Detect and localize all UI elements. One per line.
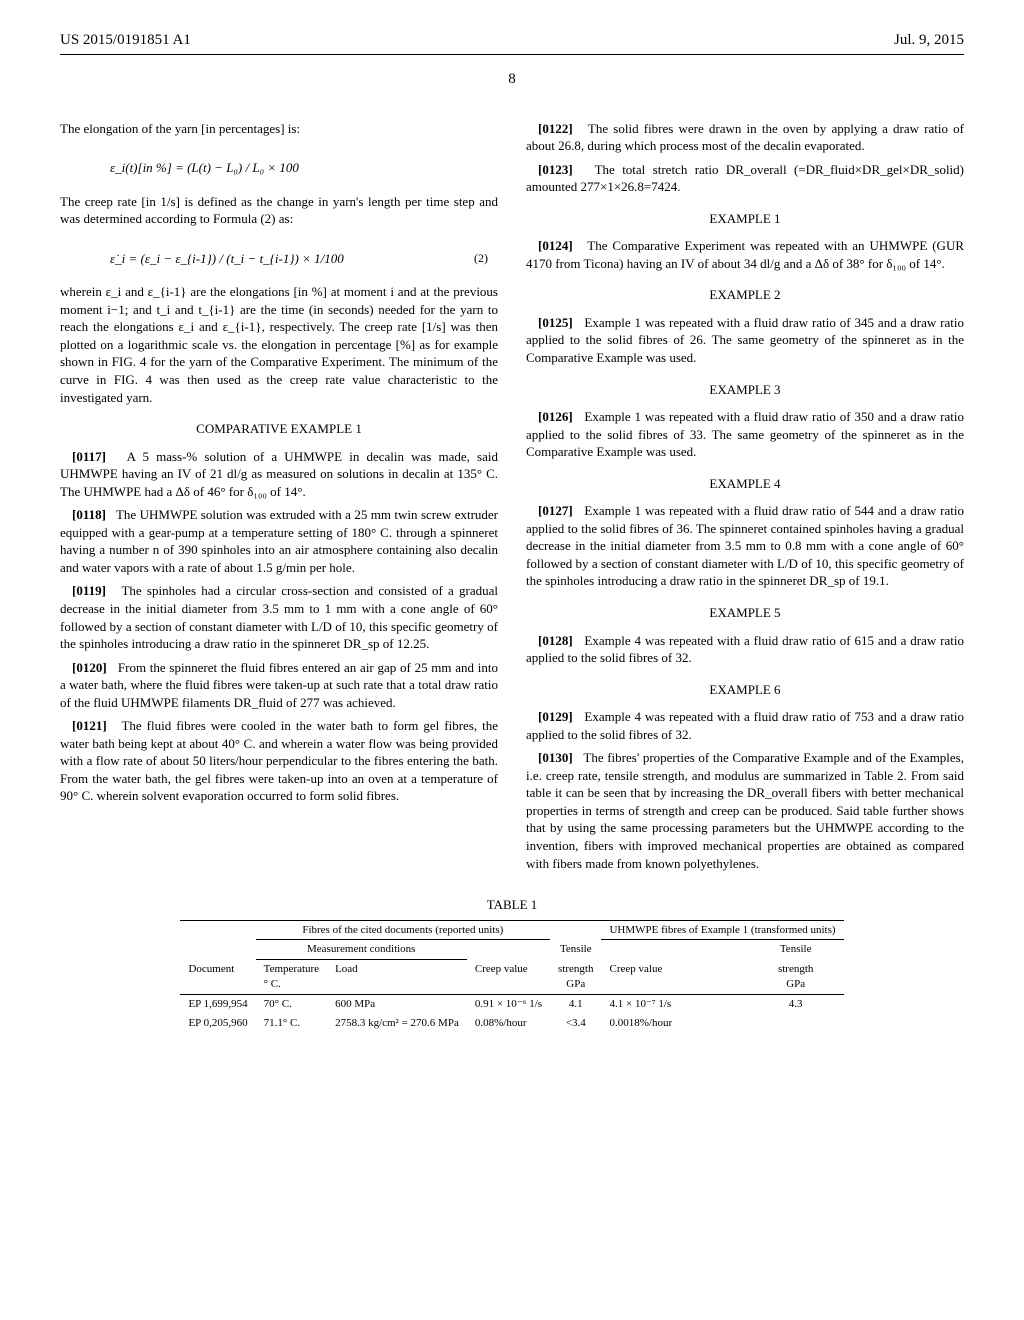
paragraph-0121: [0121] The fluid fibres were cooled in t… — [60, 717, 498, 805]
col-creep-value-2: Creep value — [601, 960, 747, 995]
two-column-layout: The elongation of the yarn [in percentag… — [60, 120, 964, 879]
para-num: [0122] — [538, 121, 573, 136]
group-uhmwpe: UHMWPE fibres of Example 1 (transformed … — [601, 920, 843, 940]
example-6-title: EXAMPLE 6 — [526, 681, 964, 699]
paragraph-0127: [0127] Example 1 was repeated with a flu… — [526, 502, 964, 590]
intro-creep-rate: The creep rate [in 1/s] is defined as th… — [60, 193, 498, 228]
paragraph-0123: [0123] The total stretch ratio DR_overal… — [526, 161, 964, 196]
paragraph-0124: [0124] The Comparative Experiment was re… — [526, 237, 964, 272]
paragraph-0128: [0128] Example 4 was repeated with a flu… — [526, 632, 964, 667]
paragraph-0120: [0120] From the spinneret the fluid fibr… — [60, 659, 498, 712]
paragraph-0117: [0117] A 5 mass-% solution of a UHMWPE i… — [60, 448, 498, 501]
para-num: [0120] — [72, 660, 107, 675]
example-2-title: EXAMPLE 2 — [526, 286, 964, 304]
example-5-title: EXAMPLE 5 — [526, 604, 964, 622]
para-num: [0118] — [72, 507, 106, 522]
publication-number: US 2015/0191851 A1 — [60, 30, 191, 50]
para-num: [0117] — [72, 449, 106, 464]
intro-elongation: The elongation of the yarn [in percentag… — [60, 120, 498, 138]
col-load: Load — [327, 960, 467, 995]
example-4-title: EXAMPLE 4 — [526, 475, 964, 493]
equation-number: (2) — [474, 250, 488, 266]
para-num: [0124] — [538, 238, 573, 253]
col-strength: strength GPa — [550, 960, 601, 995]
page-header: US 2015/0191851 A1 Jul. 9, 2015 — [60, 30, 964, 55]
para-num: [0123] — [538, 162, 573, 177]
table-1-grid: Fibres of the cited documents (reported … — [180, 920, 843, 1033]
col-creep-value: Creep value — [467, 960, 550, 995]
para-num: [0128] — [538, 633, 573, 648]
measurement-conditions: Measurement conditions — [256, 940, 467, 960]
col-temperature: Temperature ° C. — [256, 960, 327, 995]
paragraph-0126: [0126] Example 1 was repeated with a flu… — [526, 408, 964, 461]
para-num: [0125] — [538, 315, 573, 330]
group-cited: Fibres of the cited documents (reported … — [256, 920, 550, 940]
paragraph-0130: [0130] The fibres' properties of the Com… — [526, 749, 964, 872]
example-1-title: EXAMPLE 1 — [526, 210, 964, 228]
col-document: Document — [180, 960, 255, 995]
para-num: [0119] — [72, 583, 106, 598]
paragraph-0122: [0122] The solid fibres were drawn in th… — [526, 120, 964, 155]
col-strength-2: strength GPa — [748, 960, 844, 995]
para-num: [0129] — [538, 709, 573, 724]
para-num: [0126] — [538, 409, 573, 424]
table-row: EP 0,205,960 71.1° C. 2758.3 kg/cm² = 27… — [180, 1014, 843, 1033]
paragraph-0125: [0125] Example 1 was repeated with a flu… — [526, 314, 964, 367]
comparative-example-1-title: COMPARATIVE EXAMPLE 1 — [60, 420, 498, 438]
paragraph-0129: [0129] Example 4 was repeated with a flu… — [526, 708, 964, 743]
paragraph-0119: [0119] The spinholes had a circular cros… — [60, 582, 498, 652]
table-1-label: TABLE 1 — [60, 896, 964, 914]
right-column: [0122] The solid fibres were drawn in th… — [526, 120, 964, 879]
para-num: [0130] — [538, 750, 573, 765]
example-3-title: EXAMPLE 3 — [526, 381, 964, 399]
para-num: [0121] — [72, 718, 107, 733]
creep-discussion: wherein ε_i and ε_{i-1} are the elongati… — [60, 283, 498, 406]
formula-creep-rate: ε̇_i = (ε_i − ε_{i-1}) / (t_i − t_{i-1})… — [60, 234, 498, 284]
left-column: The elongation of the yarn [in percentag… — [60, 120, 498, 879]
tensile-head-2: Tensile — [748, 940, 844, 960]
formula-elongation: ε_i(t)[in %] = (L(t) − L₀) / L₀ × 100 — [60, 143, 498, 193]
table-row: EP 1,699,954 70° C. 600 MPa 0.91 × 10⁻⁶ … — [180, 995, 843, 1014]
table-1: TABLE 1 Fibres of the cited documents (r… — [60, 896, 964, 1033]
page-number: 8 — [60, 69, 964, 89]
para-num: [0127] — [538, 503, 573, 518]
paragraph-0118: [0118] The UHMWPE solution was extruded … — [60, 506, 498, 576]
tensile-head-1: Tensile — [550, 940, 601, 960]
publication-date: Jul. 9, 2015 — [894, 30, 964, 50]
